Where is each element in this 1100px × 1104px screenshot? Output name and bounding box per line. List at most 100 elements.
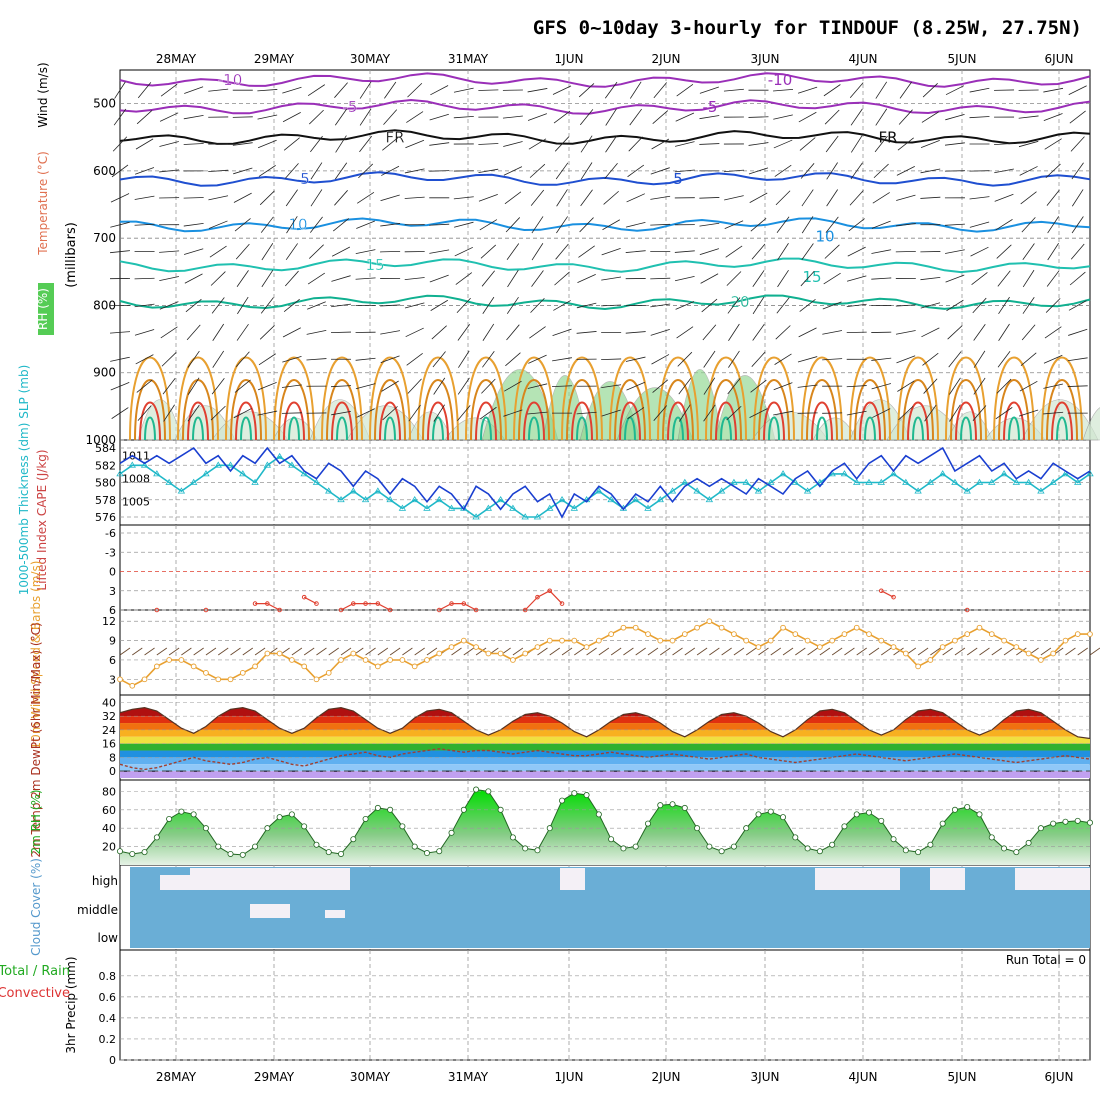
wind-barb [626, 251, 646, 253]
wind-speed-point [965, 632, 970, 637]
date-label-top: 3JUN [751, 52, 780, 66]
wind-barb [1070, 111, 1086, 123]
rh-point [928, 842, 933, 847]
wind-speed-point [940, 645, 945, 650]
wind-barb [1022, 217, 1035, 232]
isotherm-line [120, 296, 1090, 310]
wind-barb [798, 357, 817, 362]
wind-speed-point [265, 651, 270, 656]
wind-barb [430, 86, 448, 95]
date-label-top: 29MAY [254, 52, 295, 66]
rh-point [866, 810, 871, 815]
wind-barb [776, 191, 790, 205]
rh-point [400, 824, 405, 829]
wind-barb-10m [145, 648, 155, 655]
wind-barb [1044, 114, 1063, 121]
rh-point [559, 798, 564, 803]
wind-barb [704, 351, 715, 367]
wind-speed-point [486, 651, 491, 656]
wind-barb [1069, 86, 1087, 95]
li-tick-label: 0 [109, 566, 116, 579]
wind-speed-point [130, 683, 135, 688]
isotherm-label: -5 [343, 98, 358, 116]
isotherm-label: 15 [802, 268, 821, 286]
panel-frame [120, 525, 1090, 610]
wind-speed-point [314, 677, 319, 682]
wind-barb-10m [992, 648, 1002, 655]
wind-barb-10m [415, 648, 425, 655]
wind-barb [627, 194, 645, 202]
wind-barb [824, 85, 840, 96]
wind-barb [847, 276, 866, 281]
rh-tick-label: 80 [102, 785, 116, 798]
wind-speed-point [805, 638, 810, 643]
precip-convective-label: Convective [0, 986, 70, 1001]
wind-barb-10m [231, 648, 241, 655]
wind-barb [850, 83, 863, 98]
precip-tick-label: 0 [109, 1054, 116, 1067]
wind-barb [920, 277, 940, 279]
wind-barb [703, 325, 716, 340]
left-axis-labels: RH (%)Temperature (°C)Wind (m/s)(milliba… [0, 62, 79, 1053]
precip-tick-label: 0.6 [99, 991, 117, 1004]
wind-barb [356, 384, 375, 389]
wind-barb [282, 385, 302, 388]
wind-barb-10m [316, 648, 326, 655]
wind-barb [430, 114, 449, 120]
wind-speed-point [719, 625, 724, 630]
wind-barb [970, 116, 990, 117]
rh-point [903, 848, 908, 853]
wind-speed-point [830, 638, 835, 643]
thickness-tick-label: 582 [95, 459, 116, 472]
wind-barb [136, 139, 153, 149]
rh-point [780, 815, 785, 820]
wind-speed-point [879, 638, 884, 643]
wind-barb [432, 326, 447, 339]
wind-barb [507, 325, 520, 340]
wind-barb [208, 89, 228, 91]
wind-barb [1072, 189, 1083, 206]
wind-barb-10m [206, 648, 216, 655]
rh-point [314, 842, 319, 847]
wind-barb [554, 272, 569, 285]
wind-barb [626, 332, 646, 334]
wind-barb [185, 274, 203, 283]
wind-barb [749, 143, 769, 146]
wind-barb-10m [550, 648, 560, 655]
rh-point [989, 835, 994, 840]
wind-barb [798, 87, 817, 93]
wind-barb [1072, 216, 1083, 232]
wind-barb [262, 243, 273, 260]
wind-barb [429, 171, 449, 172]
wind-barb [653, 111, 668, 124]
wind-speed-point [412, 664, 417, 669]
wind-barb [237, 270, 248, 286]
wind-barb [827, 189, 838, 206]
wind-speed-point [216, 677, 221, 682]
wind-barb [259, 354, 276, 365]
temp-tick-label: 24 [102, 724, 116, 737]
wind-speed-point [867, 632, 872, 637]
wind-barb [699, 223, 719, 226]
rh-point [719, 849, 724, 854]
wind-barb [380, 305, 400, 306]
lifted-index-line [255, 591, 967, 610]
wind-barb [456, 273, 472, 285]
wind-barb [971, 247, 989, 256]
wind-barb [851, 163, 863, 179]
run-total-label: Run Total = 0 [1006, 953, 1086, 967]
rh-point [130, 851, 135, 856]
wind-barb [208, 196, 228, 200]
wind-barb [896, 195, 915, 200]
wind-barb-10m [857, 648, 867, 655]
wind-speed-point [891, 645, 896, 650]
wind-barb [752, 244, 765, 259]
rh-point [756, 812, 761, 817]
rh-tick-label: 40 [102, 822, 116, 835]
wind-barb [799, 112, 817, 122]
cloud-level-label: high [92, 874, 118, 888]
wind-speed-point [339, 658, 344, 663]
wind-barb [724, 170, 744, 172]
wind-barb [331, 276, 350, 282]
wind-speed-point [289, 658, 294, 663]
